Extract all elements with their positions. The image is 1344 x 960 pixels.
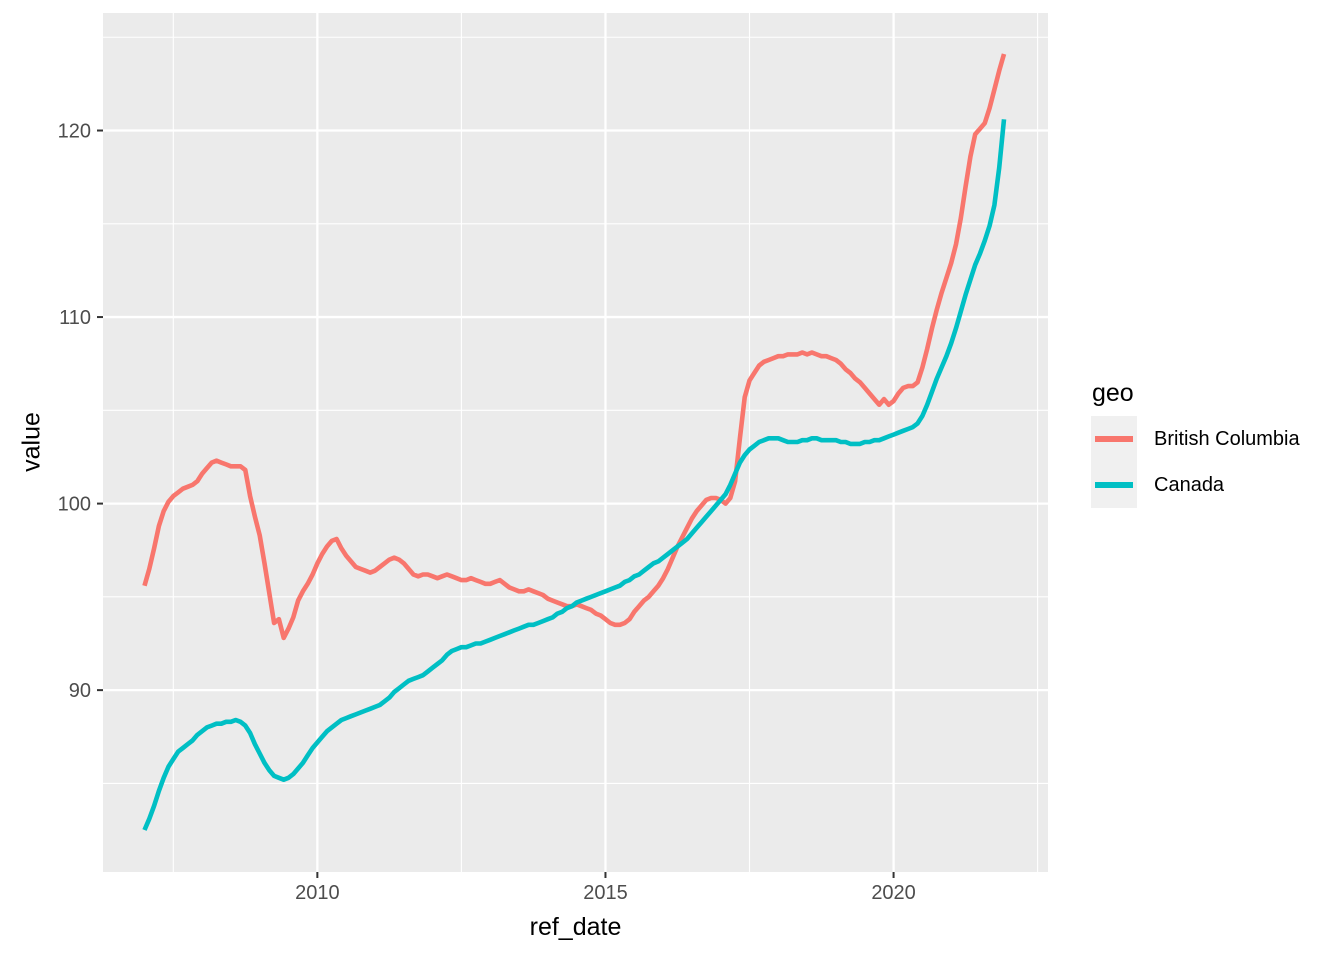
y-tick-label: 100 [58, 494, 91, 516]
x-tick-label: 2020 [871, 882, 916, 904]
series-line-canada [142, 119, 1007, 831]
x-axis-title: ref_date [529, 913, 622, 941]
legend-label: Canada [1154, 473, 1225, 496]
x-tick-label: 2010 [295, 882, 340, 904]
x-tick-label: 2015 [583, 882, 628, 904]
legend-key-box [1091, 416, 1137, 462]
legend-item-canada: Canada [1091, 462, 1300, 508]
y-tick-label: 120 [58, 121, 91, 143]
y-tick-label: 110 [59, 307, 91, 329]
panel-background [103, 13, 1048, 872]
y-axis-title: value [17, 412, 46, 472]
legend: geo British Columbia Canada [1091, 381, 1300, 508]
y-tick-label: 90 [69, 680, 91, 702]
legend-item-british-columbia: British Columbia [1091, 416, 1300, 462]
legend-key-box [1091, 462, 1137, 508]
line-swatch-icon [1095, 482, 1133, 488]
legend-title: geo [1092, 379, 1134, 407]
line-swatch-icon [1095, 436, 1133, 442]
legend-label: British Columbia [1154, 427, 1300, 450]
